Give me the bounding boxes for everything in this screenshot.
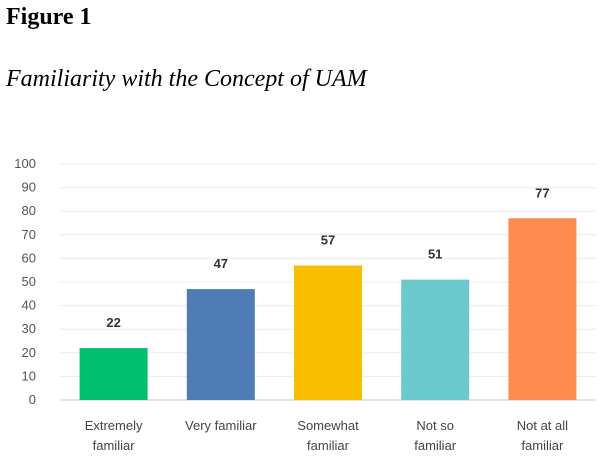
x-tick-label: Not at all	[517, 418, 568, 433]
x-tick-label: familiar	[414, 438, 457, 453]
bars: 22 47 57 51 77	[79, 185, 577, 400]
bar	[401, 279, 470, 400]
x-tick-label: Somewhat	[297, 418, 359, 433]
y-tick-label: 0	[29, 392, 36, 407]
x-tick-label: Very familiar	[185, 418, 257, 433]
y-tick-label: 80	[22, 203, 36, 218]
x-tick-label: familiar	[307, 438, 350, 453]
y-tick-label: 50	[22, 274, 36, 289]
data-label: 51	[428, 247, 442, 262]
data-label: 57	[321, 232, 335, 247]
bar	[508, 218, 577, 400]
y-axis: 0 10 20 30 40 50 60 70 80 90 100	[14, 156, 36, 407]
data-label: 47	[214, 256, 228, 271]
bar	[294, 265, 362, 400]
y-tick-label: 90	[22, 180, 36, 195]
data-label: 22	[106, 315, 120, 330]
data-label: 77	[535, 185, 549, 200]
x-tick-label: familiar	[93, 438, 136, 453]
grid-lines	[60, 163, 596, 401]
y-tick-label: 100	[14, 156, 36, 171]
x-axis: Extremely familiar Very familiar Somewhat fa…	[85, 418, 568, 453]
x-tick-label: Not so	[416, 418, 454, 433]
y-tick-label: 70	[22, 227, 36, 242]
x-tick-label: familiar	[521, 438, 564, 453]
figure-label: Figure 1	[6, 4, 92, 30]
y-tick-label: 20	[22, 345, 36, 360]
bar	[79, 348, 148, 400]
bar	[186, 289, 255, 400]
y-tick-label: 10	[22, 368, 36, 383]
x-tick-label: Extremely	[85, 418, 143, 433]
y-tick-label: 60	[22, 250, 36, 265]
figure-title: Familiarity with the Concept of UAM	[6, 66, 367, 92]
y-tick-label: 30	[22, 321, 36, 336]
y-tick-label: 40	[22, 298, 36, 313]
